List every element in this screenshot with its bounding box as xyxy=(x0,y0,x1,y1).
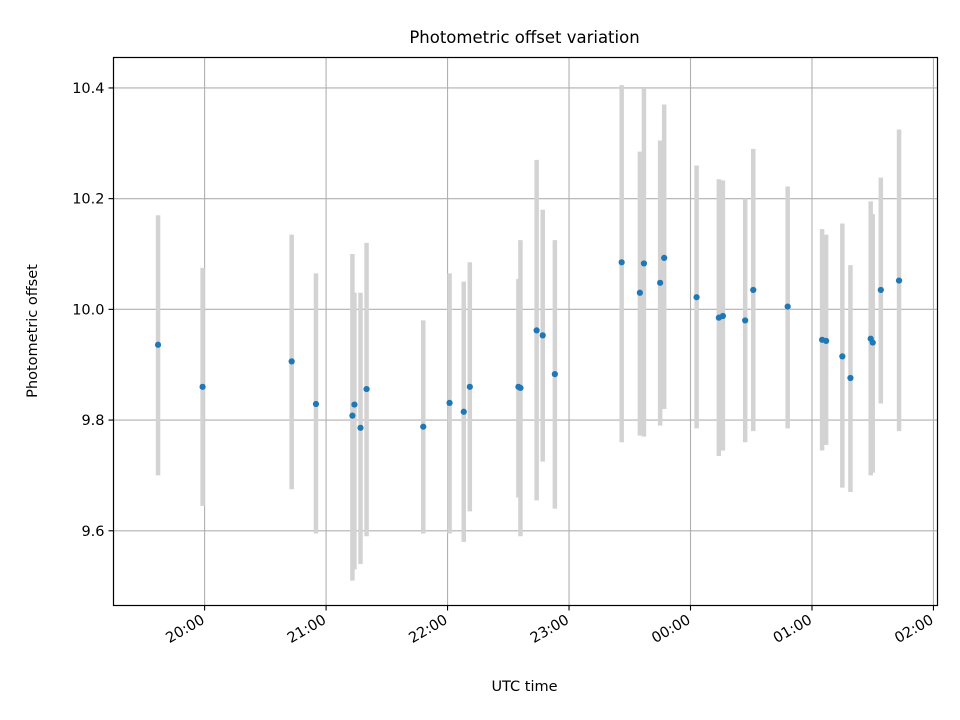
data-point xyxy=(357,424,364,431)
data-point xyxy=(823,337,830,345)
y-tick-label: 10.4 xyxy=(72,81,104,97)
y-tick-label: 9.6 xyxy=(81,524,104,540)
data-point xyxy=(640,260,648,267)
data-point xyxy=(446,399,453,407)
y-axis-ticks: 9.6 9.8 10.0 10.2 10.4 xyxy=(72,81,114,540)
data-point xyxy=(847,374,854,382)
data-point xyxy=(693,294,700,301)
axes-frame xyxy=(112,56,939,607)
data-point xyxy=(351,401,358,408)
y-tick-label: 10.0 xyxy=(72,302,104,318)
data-point xyxy=(199,383,206,390)
data-point xyxy=(618,259,625,266)
data-point xyxy=(895,277,903,284)
data-points xyxy=(154,254,903,431)
data-point xyxy=(636,289,643,296)
y-tick-label: 9.8 xyxy=(81,413,104,429)
chart-title: Photometric offset variation xyxy=(409,28,639,47)
data-point xyxy=(466,383,473,390)
data-point xyxy=(877,286,884,294)
data-point xyxy=(363,385,370,393)
data-point xyxy=(719,312,726,320)
data-point xyxy=(661,254,668,261)
data-point xyxy=(154,341,162,348)
data-point xyxy=(349,412,356,419)
data-point xyxy=(742,317,749,324)
data-point xyxy=(312,400,320,408)
data-point xyxy=(539,332,546,339)
data-point xyxy=(657,279,664,286)
data-point xyxy=(460,408,467,415)
grid xyxy=(113,57,938,606)
data-point xyxy=(750,286,757,294)
y-axis-label: Photometric offset xyxy=(25,264,41,398)
data-point xyxy=(869,339,876,346)
data-point xyxy=(839,353,846,360)
data-point xyxy=(784,303,791,310)
data-point xyxy=(533,327,540,334)
data-point xyxy=(288,358,295,365)
data-point xyxy=(551,371,558,378)
x-axis-label: UTC time xyxy=(491,679,557,695)
y-tick-label: 10.2 xyxy=(72,192,104,208)
data-point xyxy=(517,384,524,392)
data-point xyxy=(420,423,427,430)
